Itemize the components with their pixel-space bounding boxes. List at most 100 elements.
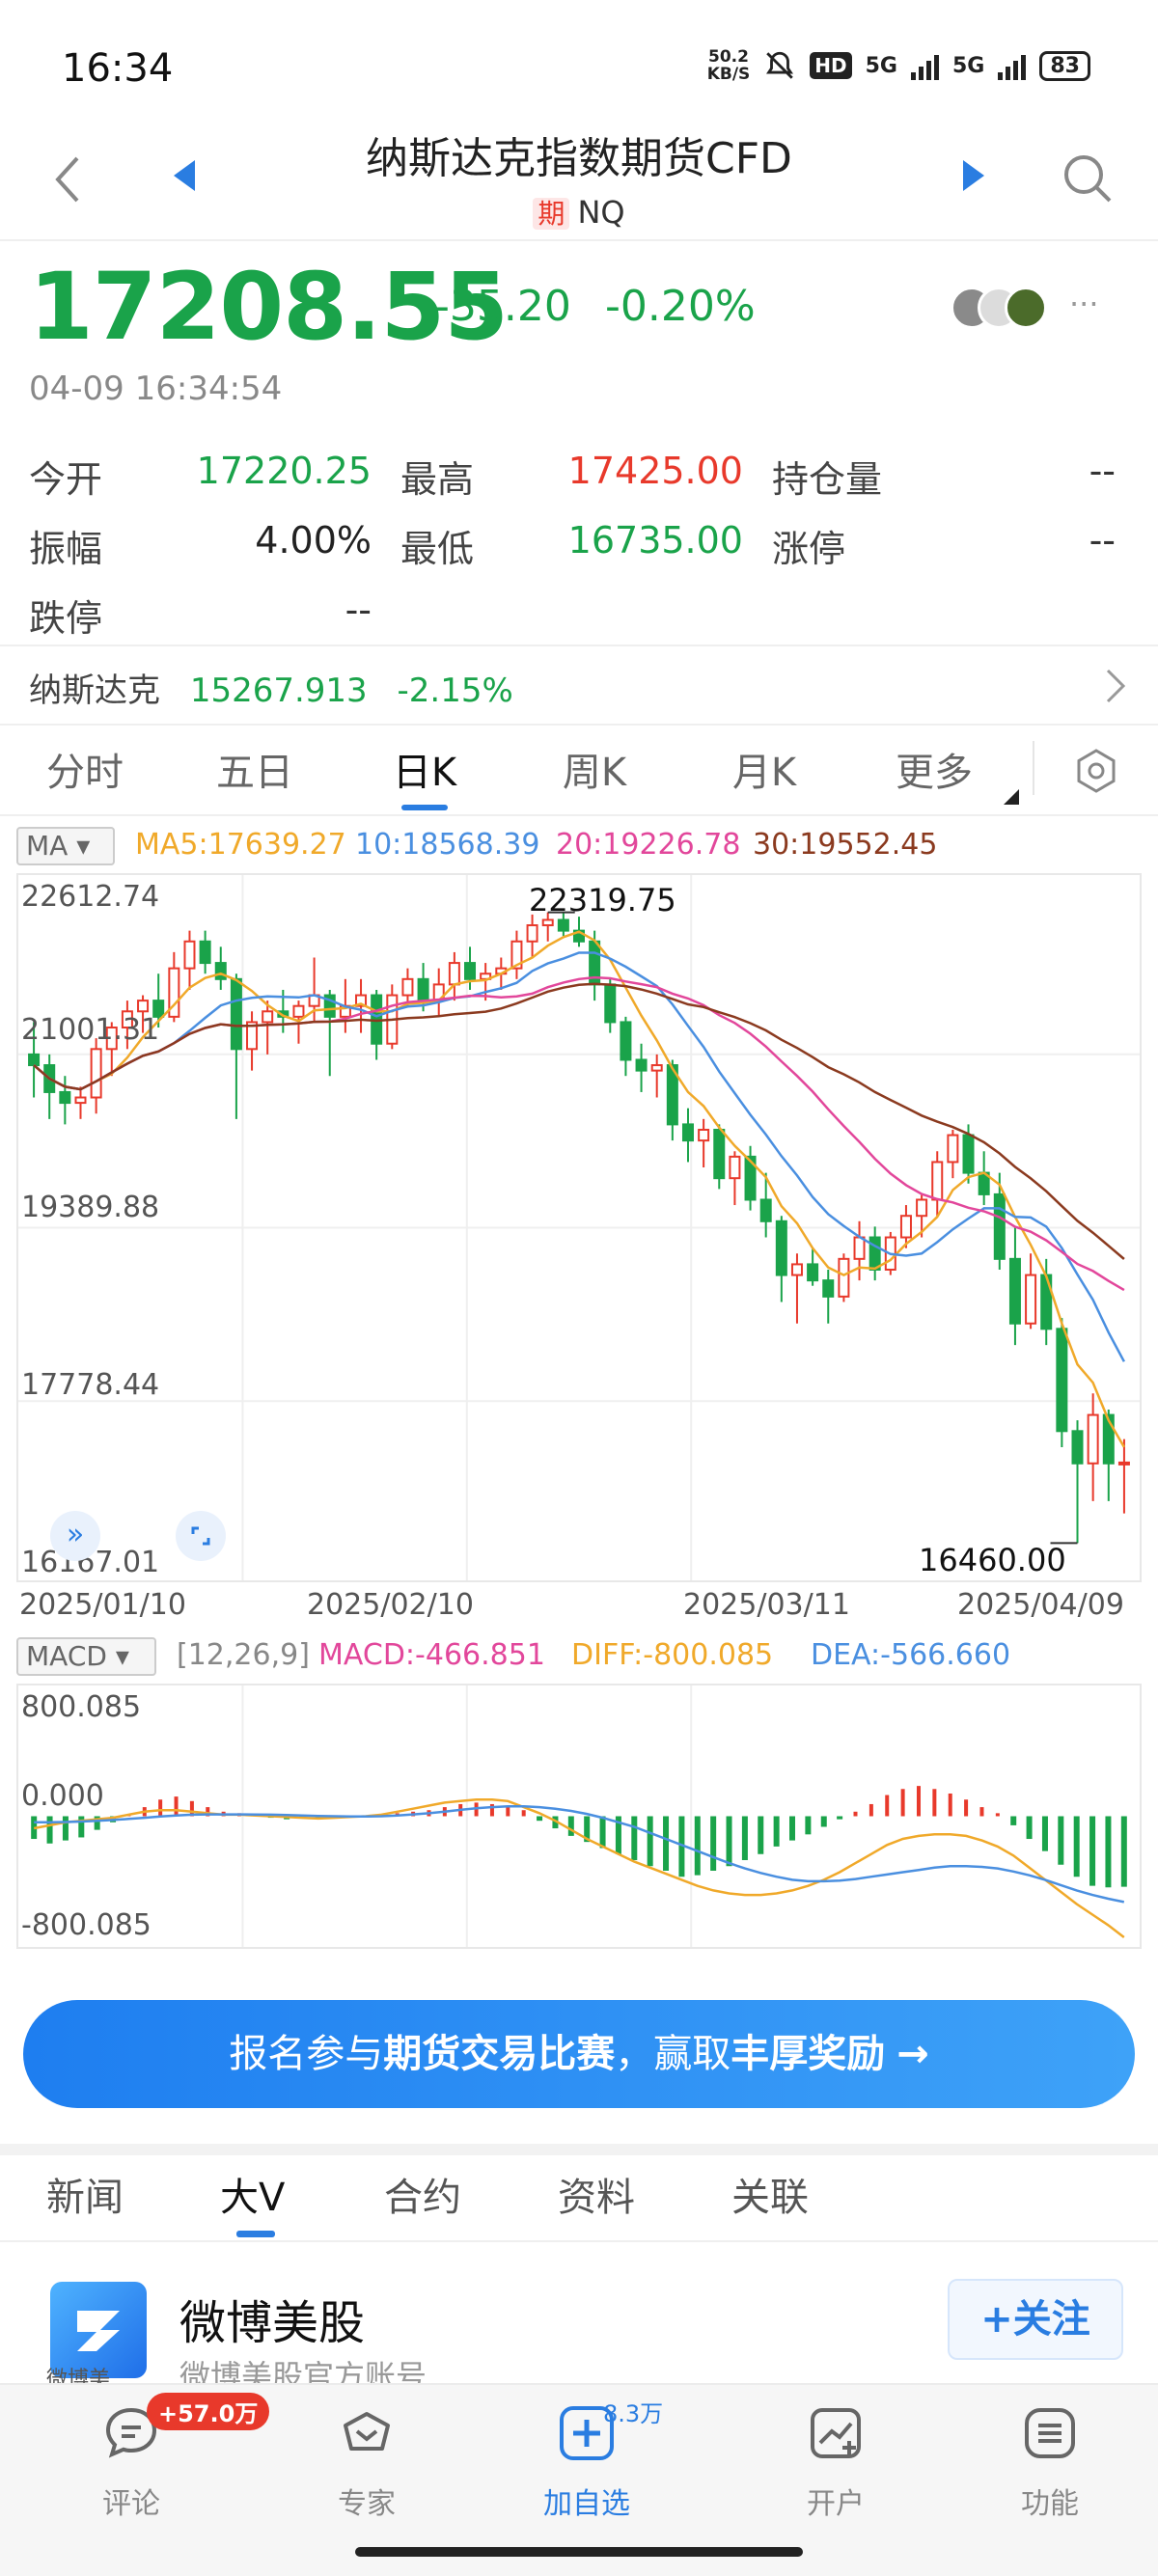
tab-intraday[interactable]: 分时 [46,751,124,795]
tab-more[interactable]: 更多 [896,751,973,795]
candle-up [1087,1413,1099,1465]
stat-high-value: 17425.00 [567,450,743,492]
stat-oi-value: -- [1089,450,1116,492]
candle-down [1102,1413,1115,1465]
ma10-legend: 10:18568.39 [355,828,540,862]
candle-down [775,1219,787,1276]
candle-up [292,1004,305,1018]
kline-chart[interactable] [16,873,1142,1582]
settings-icon[interactable] [1073,748,1119,794]
dea-line [34,1805,1125,1904]
stat-amplitude-value: 4.00% [255,519,372,562]
chevron-right-icon[interactable] [1105,668,1126,704]
menu-icon [1025,2408,1075,2458]
candle-down [323,994,336,1018]
expand-left-icon[interactable]: » [50,1511,100,1561]
candle-up [105,1027,118,1051]
candle-down [1008,1257,1021,1325]
avatar-stack[interactable] [951,287,1047,329]
kline-svg [18,875,1140,1580]
y-tick-label: 22612.74 [21,880,160,914]
nav-add-watchlist[interactable]: 加自选 [490,2402,683,2522]
indicator-select-ma[interactable]: MA ▾ [16,827,115,865]
dea-legend: DEA:-566.660 [811,1638,1011,1672]
battery-icon: 83 [1039,50,1090,81]
ma20-legend: 20:19226.78 [556,828,741,862]
tab-five-day[interactable]: 五日 [216,751,293,795]
candle-down [681,1123,694,1142]
candle-down [604,983,617,1024]
nav-functions[interactable]: 功能 [953,2402,1146,2522]
active-tab-indicator [236,2231,275,2237]
candle-down [962,1134,975,1174]
stat-low-value: 16735.00 [567,519,743,562]
divider [0,239,1158,241]
price-change-pct: -0.20% [605,282,756,331]
candle-up [1117,1461,1130,1466]
tab-news[interactable]: 新闻 [46,2176,124,2220]
index-name: 纳斯达克 [29,671,160,710]
ma30-legend: 30:19552.45 [753,828,938,862]
tab-monthly-k[interactable]: 月K [731,751,797,795]
network-type-2: 5G [952,53,985,78]
indicator-select-macd[interactable]: MACD ▾ [16,1637,156,1676]
macd-chart[interactable] [16,1684,1142,1949]
account-logo[interactable] [50,2282,147,2378]
more-icon[interactable]: ··· [1069,286,1099,322]
contest-banner[interactable]: 报名参与期货交易比赛，赢取丰厚奖励 → [23,2000,1135,2108]
candle-up [90,1048,102,1099]
tab-contract[interactable]: 合约 [384,2176,461,2220]
candle-down [417,977,429,1002]
candle-down [152,1000,165,1018]
tab-info[interactable]: 资料 [558,2176,635,2220]
stat-open-value: 17220.25 [196,450,372,492]
candle-up [246,1021,259,1051]
candle-down [807,1263,819,1282]
stat-amplitude-label: 振幅 [29,528,103,570]
candle-up [916,1198,928,1218]
weibo-stock-logo-icon [77,2311,120,2351]
avatar [1005,287,1047,329]
candle-up [899,1215,912,1239]
candle-down [822,1279,835,1298]
candle-up [541,918,554,927]
nav-comment[interactable]: 评论 [35,2402,228,2522]
candle-up [168,967,180,1018]
divider [0,644,1158,646]
last-price: 17208.55 [29,253,509,361]
watchlist-count-badge: 8.3万 [603,2400,664,2427]
nav-open-account[interactable]: 开户 [739,2402,932,2522]
low-annotation: 16460.00 [919,1542,1066,1578]
tab-daily-k[interactable]: 日K [340,741,510,810]
candle-down [464,962,477,980]
candle-down [1056,1328,1068,1433]
macd-svg [31,1685,1127,1947]
stat-limit-down-label: 跌停 [29,597,103,640]
follow-button[interactable]: +关注 [948,2279,1123,2360]
divider [0,724,1158,726]
stat-limit-up-value: -- [1089,519,1116,562]
related-index-row[interactable]: 纳斯达克 15267.913 -2.15% [29,664,513,711]
comment-count-badge: +57.0万 [147,2393,270,2430]
back-icon[interactable] [50,154,85,205]
candle-up [790,1263,803,1276]
nav-expert[interactable]: 专家 [270,2402,463,2522]
divider [0,814,1158,816]
search-icon[interactable] [1062,152,1114,205]
candle-up [121,1010,133,1029]
section-gap [0,2144,1158,2155]
fullscreen-icon[interactable] [176,1511,226,1561]
price-change: -35.20 [434,282,571,331]
divider [0,2240,1158,2242]
next-symbol-icon[interactable] [961,160,986,191]
candle-down [635,1058,648,1072]
tab-related[interactable]: 关联 [731,2176,809,2220]
tab-big-v[interactable]: 大V [220,2176,286,2220]
x-tick-label: 2025/04/09 [957,1588,1124,1622]
futures-tag: 期 [533,198,570,230]
account-name[interactable]: 微博美股 [179,2296,366,2350]
candle-down [557,918,569,932]
tab-weekly-k[interactable]: 周K [562,751,627,795]
candle-up [183,940,196,970]
prev-symbol-icon[interactable] [172,160,197,191]
